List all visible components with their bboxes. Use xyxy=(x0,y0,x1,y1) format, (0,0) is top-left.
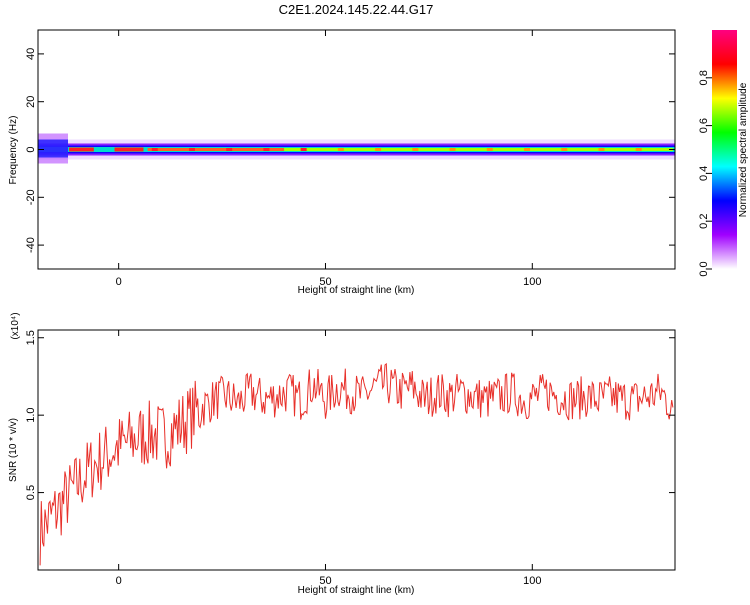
spectrogram-x-tick-label: 100 xyxy=(523,276,541,288)
spectrogram-x-axis-label: Height of straight line (km) xyxy=(298,285,415,296)
snr-y-axis-label: SNR (10 * v/v) xyxy=(8,418,19,482)
spectrogram-y-tick-label: 0 xyxy=(25,146,37,152)
spectrogram-ridge-spot xyxy=(337,148,344,151)
spectrogram-ridge-spot xyxy=(449,148,456,151)
snr-y-tick-label: 0.5 xyxy=(25,485,37,500)
snr-ticks: 0 50 100 0.5 1.0 1.5 xyxy=(25,330,675,587)
colorbar-tick-label: 0.0 xyxy=(698,261,710,276)
snr-y-tick-label: 1.0 xyxy=(25,408,37,423)
snr-x-tick-label: 100 xyxy=(523,575,541,587)
spectrogram-ridge-spot xyxy=(300,148,307,151)
colorbar-label: Normalized spectral amplitude xyxy=(738,82,749,217)
spectrogram-y-tick-label: 20 xyxy=(25,96,37,108)
spectrogram-ridge-spot xyxy=(486,148,493,151)
colorbar-gradient xyxy=(712,30,737,269)
colorbar-tick-label: 0.6 xyxy=(698,118,710,133)
snr-panel: 0 50 100 0.5 1.0 1.5 Height of straight line … xyxy=(8,312,676,596)
spectrogram-ridge xyxy=(114,147,144,152)
colorbar-tick-label: 0.8 xyxy=(698,70,710,85)
spectrogram-x-tick-label: 0 xyxy=(116,276,122,288)
spectrogram-ridge-spot xyxy=(635,148,642,151)
spectrogram-x-tick-label: 50 xyxy=(319,276,331,288)
snr-x-tick-label: 50 xyxy=(319,575,331,587)
spectrogram-ridge xyxy=(69,147,94,152)
spectrogram-ridge xyxy=(284,148,673,151)
spectrogram-ridge-spot xyxy=(188,148,195,151)
spectrogram-ridge-spot xyxy=(151,148,158,151)
spectrogram-ridge-spot xyxy=(412,148,419,151)
colorbar-tick-label: 0.2 xyxy=(698,214,710,229)
snr-scale-note: (x10⁴) xyxy=(10,312,21,339)
spectrogram-ridge-spot xyxy=(263,148,270,151)
spectrogram-panel: 0 50 100 -40 -20 0 20 40 Height of straight lin… xyxy=(8,29,676,296)
colorbar-ticks: 0.0 0.2 0.4 0.6 0.8 xyxy=(698,70,712,277)
spectrogram-y-tick-label: -40 xyxy=(25,237,37,253)
chart-title: C2E1.2024.145.22.44.G17 xyxy=(279,2,434,17)
spectrogram-ticks: 0 50 100 -40 -20 0 20 40 xyxy=(25,30,675,288)
spectrogram-ridge xyxy=(147,148,285,151)
snr-x-tick-label: 0 xyxy=(116,575,122,587)
spectrogram-ridge-spot xyxy=(375,148,382,151)
spectrogram-y-tick-label: -20 xyxy=(25,189,37,205)
spectrogram-noise xyxy=(38,139,68,158)
snr-series-line xyxy=(39,362,674,566)
spectrogram-ridge-spot xyxy=(561,148,568,151)
snr-x-axis-label: Height of straight line (km) xyxy=(298,585,415,596)
snr-frame xyxy=(37,329,676,571)
colorbar-tick-label: 0.4 xyxy=(698,166,710,181)
spectrogram-ridge-spot xyxy=(226,148,233,151)
spectrogram-y-axis-label: Frequency (Hz) xyxy=(8,116,19,185)
colorbar: 0.0 0.2 0.4 0.6 0.8 Normalized spectral ampl… xyxy=(698,30,749,277)
spectrogram-y-tick-label: 40 xyxy=(25,48,37,60)
spectrogram-ridge-spot xyxy=(598,148,605,151)
snr-y-tick-label: 1.5 xyxy=(25,330,37,345)
spectrogram-heatmap xyxy=(38,133,675,164)
spectrogram-ridge-spot xyxy=(524,148,531,151)
